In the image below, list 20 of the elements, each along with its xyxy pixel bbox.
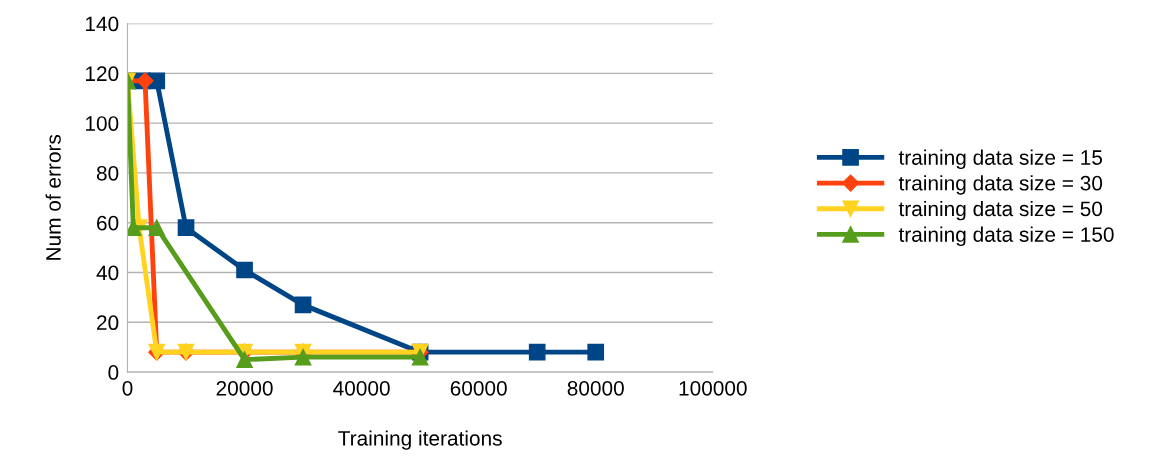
x-tick-label: 60000 bbox=[450, 380, 507, 396]
y-tick-label: 80 bbox=[96, 165, 119, 181]
y-tick-label: 140 bbox=[85, 16, 119, 32]
y-tick-label: 0 bbox=[108, 365, 119, 380]
y-tick-label: 100 bbox=[85, 116, 119, 131]
legend-label: training data size = 15 bbox=[898, 149, 1103, 170]
y-tick-label: 60 bbox=[97, 215, 119, 231]
y-tick-label: 20 bbox=[97, 315, 119, 331]
y-axis-title: Num of errors bbox=[45, 134, 61, 260]
x-tick-label: 20000 bbox=[216, 380, 273, 396]
x-tick-label: 100000 bbox=[679, 380, 747, 396]
x-tick-label: 0 bbox=[122, 380, 133, 396]
y-tick-label: 40 bbox=[96, 265, 119, 281]
legend-label: training data size = 30 bbox=[898, 175, 1103, 195]
x-tick-label: 40000 bbox=[333, 380, 390, 396]
x-tick-label: 80000 bbox=[567, 380, 624, 396]
legend-label: training data size = 50 bbox=[898, 200, 1103, 221]
x-axis-title: Training iterations bbox=[338, 430, 502, 450]
legend-label: training data size = 150 bbox=[898, 226, 1114, 247]
y-tick-label: 120 bbox=[85, 66, 119, 82]
